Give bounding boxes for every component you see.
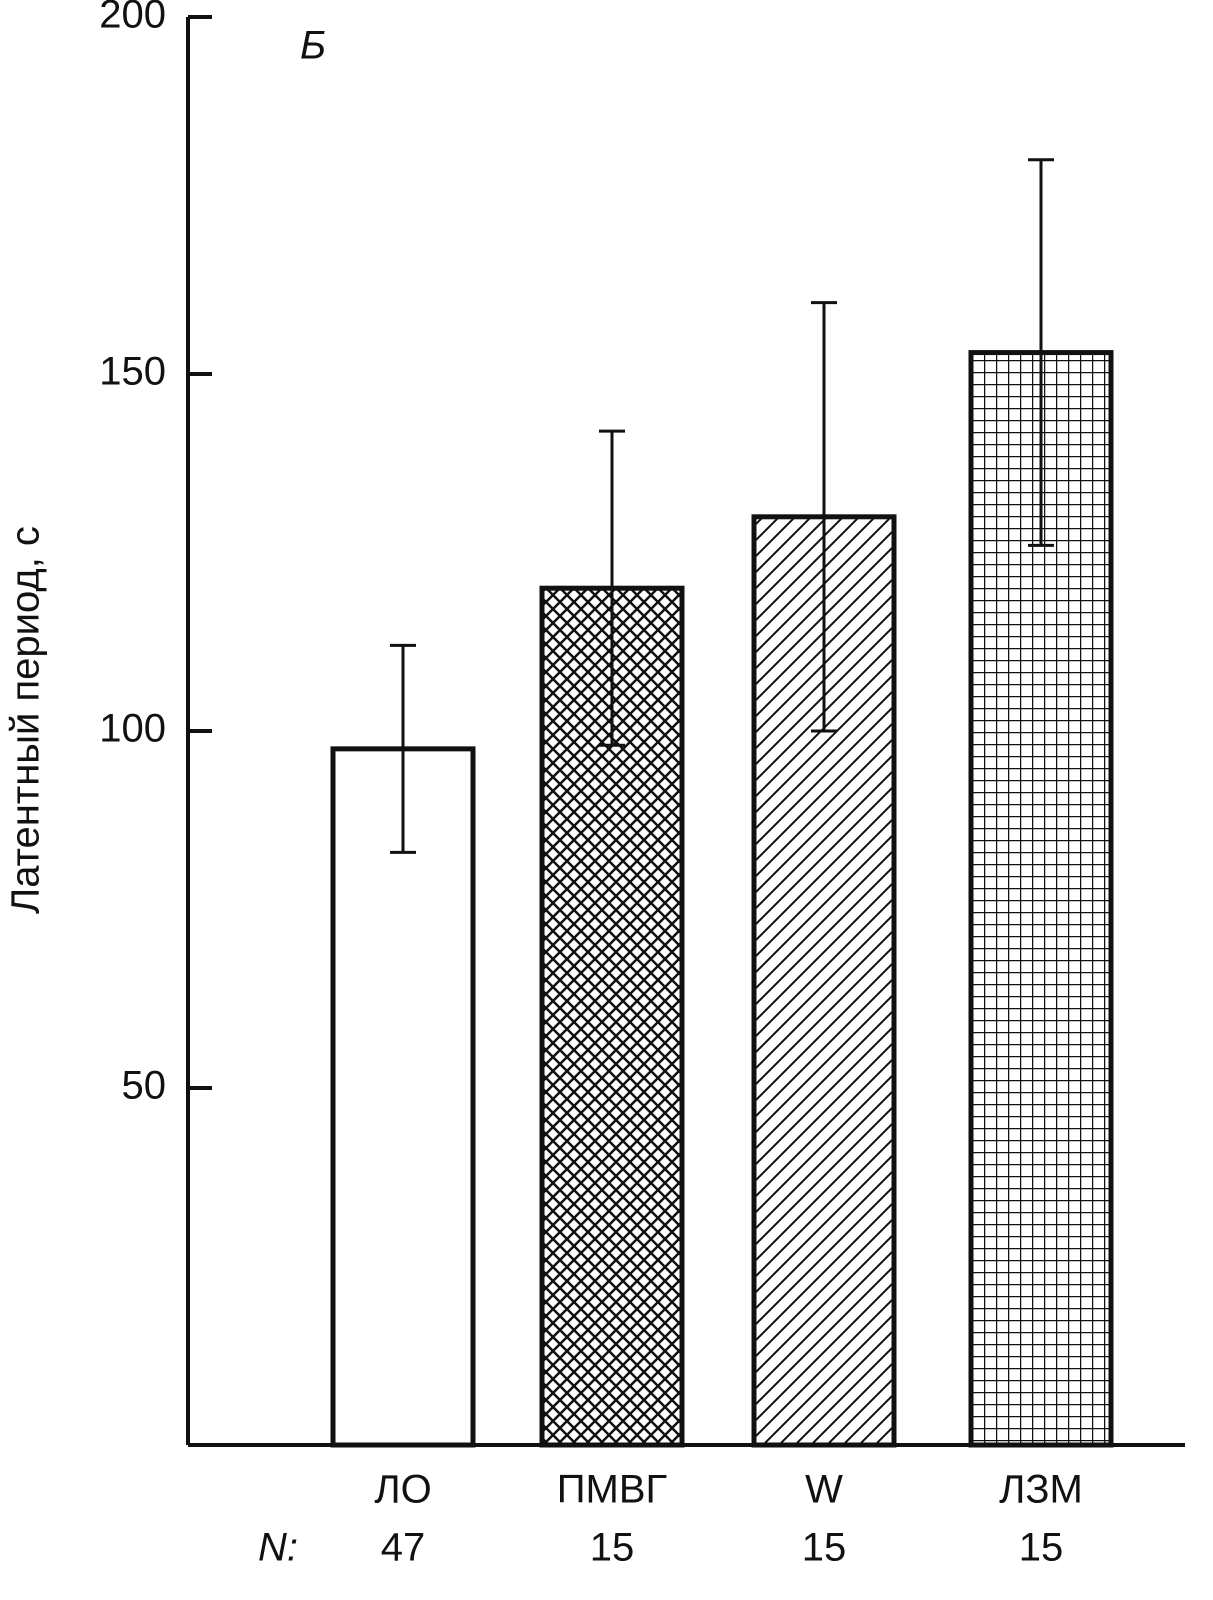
y-tick-label: 150	[99, 350, 166, 394]
x-tick-label: W	[805, 1468, 843, 1512]
x-tick-label: ЛО	[374, 1468, 431, 1512]
error-bar	[811, 301, 837, 733]
y-axis-label: Латентный период, с	[4, 526, 48, 914]
error-bar	[599, 429, 625, 747]
error-bar	[1028, 158, 1054, 547]
panel-label: Б	[300, 24, 326, 68]
y-tick-label: 50	[122, 1064, 167, 1108]
bar	[330, 746, 476, 1448]
x-tick-label: ЛЗМ	[999, 1468, 1083, 1512]
y-tick-label: 100	[99, 707, 166, 751]
n-label: N:	[258, 1526, 298, 1570]
n-value: 47	[381, 1526, 426, 1570]
x-tick-label: ПМВГ	[557, 1468, 667, 1512]
n-value: 15	[802, 1526, 847, 1570]
error-bar	[390, 643, 416, 854]
n-value: 15	[590, 1526, 635, 1570]
n-value: 15	[1019, 1526, 1064, 1570]
y-tick-label: 200	[99, 0, 166, 37]
